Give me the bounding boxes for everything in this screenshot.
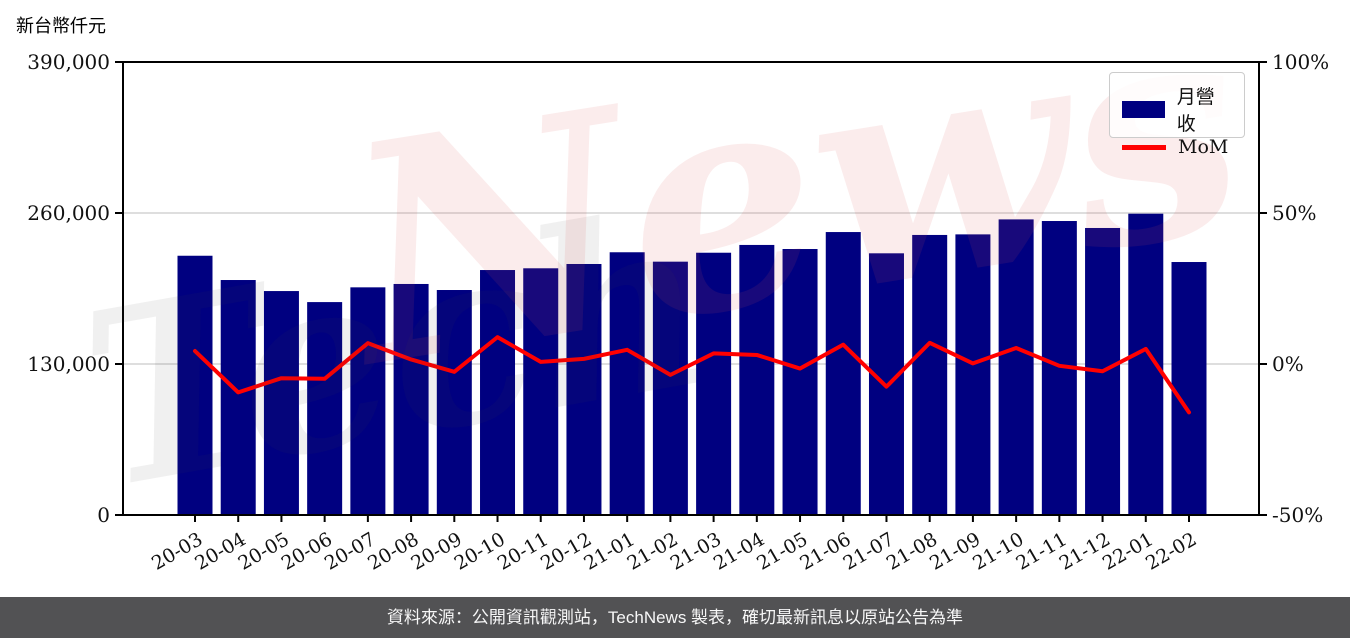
right-axis-tick-label: 50%: [1272, 201, 1316, 225]
revenue-bar: [825, 232, 861, 515]
revenue-chart: 0130,000260,000390,000-50%0%50%100%20-03…: [27, 50, 1329, 575]
revenue-bar: [609, 252, 645, 515]
mom-line: [193, 335, 1191, 415]
left-axis-tick-label: 130,000: [27, 352, 110, 376]
revenue-bar: [436, 290, 472, 515]
revenue-bar: [739, 244, 775, 515]
chart-legend: 月營收 MoM: [1109, 72, 1245, 158]
x-axis-tick-label: 22-02: [1142, 528, 1200, 574]
left-axis-tick-label: 390,000: [27, 50, 110, 74]
revenue-bar: [696, 252, 732, 515]
revenue-bar-swatch: [1122, 100, 1165, 118]
left-axis-tick-label: 260,000: [27, 201, 110, 225]
revenue-bar: [263, 291, 299, 515]
revenue-bar: [566, 263, 602, 515]
legend-item-mom: MoM: [1122, 136, 1232, 158]
revenue-bar: [1171, 262, 1207, 515]
revenue-bar: [307, 302, 343, 515]
revenue-bar: [523, 268, 559, 515]
legend-item-revenue: 月營收: [1122, 82, 1232, 136]
revenue-bar: [955, 234, 991, 515]
revenue-bar: [480, 270, 516, 515]
revenue-bar: [177, 255, 213, 515]
right-axis-tick-label: 100%: [1272, 50, 1329, 74]
mom-line-swatch: [1122, 144, 1166, 150]
revenue-bar: [652, 261, 688, 515]
revenue-bar: [220, 280, 256, 515]
revenue-bar: [998, 219, 1034, 515]
source-footer: 資料來源：公開資訊觀測站，TechNews 製表，確切最新訊息以原站公告為準: [0, 597, 1350, 638]
revenue-bar: [782, 249, 818, 515]
revenue-bar: [393, 283, 429, 515]
revenue-bar: [912, 234, 948, 516]
right-axis-tick-label: 0%: [1272, 352, 1304, 376]
left-axis-tick-label: 0: [97, 503, 110, 527]
source-footer-text: 資料來源：公開資訊觀測站，TechNews 製表，確切最新訊息以原站公告為準: [386, 608, 964, 627]
revenue-bar: [350, 287, 386, 515]
legend-label-revenue: 月營收: [1176, 86, 1215, 135]
left-axis-unit-label: 新台幣仟元: [16, 16, 106, 36]
legend-label-mom: MoM: [1178, 136, 1229, 158]
right-axis-tick-label: -50%: [1272, 503, 1323, 527]
